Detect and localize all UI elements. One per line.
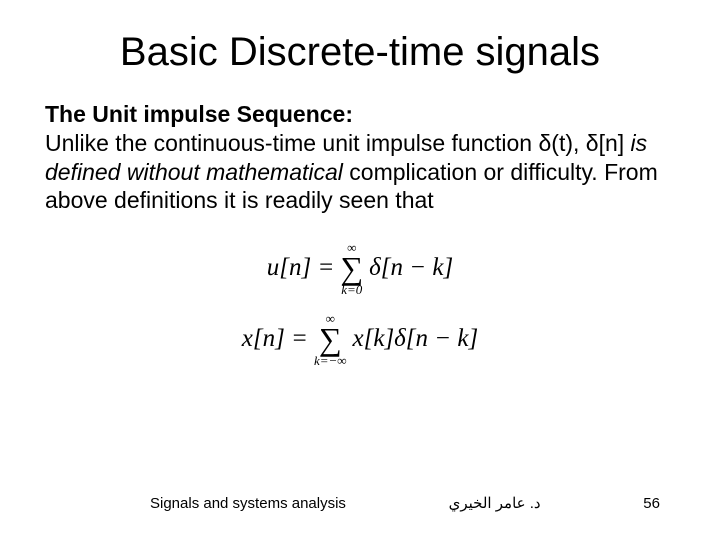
delta-n: δ[n] — [586, 130, 624, 156]
footer-left: Signals and systems analysis — [150, 495, 346, 512]
equations-block: u[n] = ∞ ∑ k=0 δ[n − k] x[n] = ∞ ∑ k=−∞ … — [40, 233, 680, 375]
body-heading: The Unit impulse Sequence: — [45, 101, 353, 127]
equation-2: x[n] = ∞ ∑ k=−∞ x[k]δ[n − k] — [242, 312, 478, 367]
slide: Basic Discrete-time signals The Unit imp… — [0, 0, 720, 540]
eq1-lhs: u[n] = — [267, 254, 335, 282]
eq1-sum: ∞ ∑ k=0 — [340, 241, 363, 296]
eq2-lower: k=−∞ — [314, 354, 347, 367]
equation-1: u[n] = ∞ ∑ k=0 δ[n − k] — [267, 241, 453, 296]
eq2-sum: ∞ ∑ k=−∞ — [314, 312, 347, 367]
eq1-rhs: δ[n − k] — [369, 254, 453, 282]
eq2-rhs: x[k]δ[n − k] — [353, 325, 479, 353]
body-part2: , — [573, 130, 586, 156]
body-text: The Unit impulse Sequence: Unlike the co… — [45, 100, 675, 215]
slide-title: Basic Discrete-time signals — [40, 30, 680, 75]
delta-t: δ(t) — [538, 130, 573, 156]
body-part1: Unlike the continuous-time unit impulse … — [45, 130, 538, 156]
sigma-icon: ∑ — [319, 325, 342, 354]
slide-footer: Signals and systems analysis د. عامر الخ… — [0, 494, 720, 512]
footer-center: د. عامر الخيري — [449, 494, 541, 512]
eq2-lhs: x[n] = — [242, 325, 308, 353]
footer-page-number: 56 — [643, 495, 660, 512]
sigma-icon: ∑ — [340, 254, 363, 283]
eq1-lower: k=0 — [341, 283, 362, 296]
